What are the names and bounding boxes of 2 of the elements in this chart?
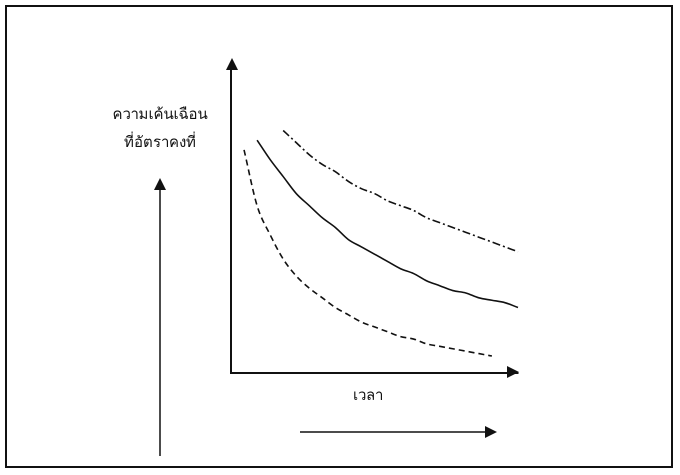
y-axis-title: ความเค้นเฉือน ที่อัตราคงที่: [112, 104, 208, 153]
x-axis-title: เวลา: [352, 385, 384, 406]
